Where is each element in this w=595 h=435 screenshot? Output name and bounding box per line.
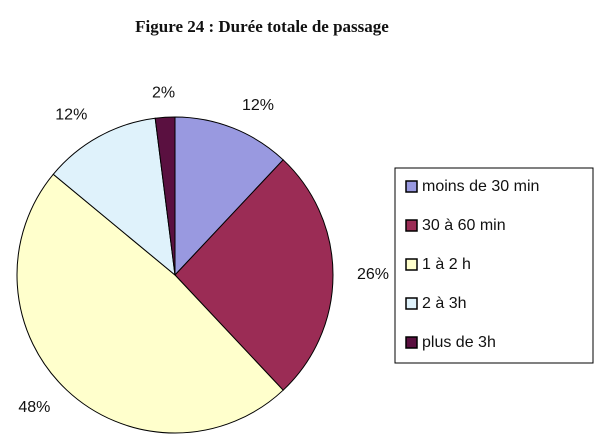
legend-swatch bbox=[405, 219, 418, 232]
legend-box bbox=[394, 167, 594, 364]
pie-slice bbox=[52, 117, 176, 277]
legend-label: moins de 30 min bbox=[422, 178, 539, 195]
legend-label: plus de 3h bbox=[422, 334, 496, 351]
data-label: 26% bbox=[357, 266, 389, 283]
pie-slice bbox=[16, 173, 284, 434]
pie-slice bbox=[174, 159, 334, 391]
legend-label: 30 à 60 min bbox=[422, 217, 506, 234]
pie-slice bbox=[174, 116, 284, 277]
legend-swatch bbox=[405, 336, 418, 349]
data-label: 48% bbox=[18, 399, 50, 416]
pie-slice bbox=[154, 116, 176, 276]
chart-title: Figure 24 : Durée totale de passage bbox=[135, 17, 389, 36]
data-label: 12% bbox=[55, 107, 87, 124]
legend-swatch bbox=[405, 180, 418, 193]
legend-label: 2 à 3h bbox=[422, 295, 466, 312]
legend-swatch bbox=[405, 258, 418, 271]
data-label: 12% bbox=[242, 97, 274, 114]
data-label: 2% bbox=[152, 85, 175, 102]
legend-label: 1 à 2 h bbox=[422, 256, 471, 273]
legend-swatch bbox=[405, 297, 418, 310]
